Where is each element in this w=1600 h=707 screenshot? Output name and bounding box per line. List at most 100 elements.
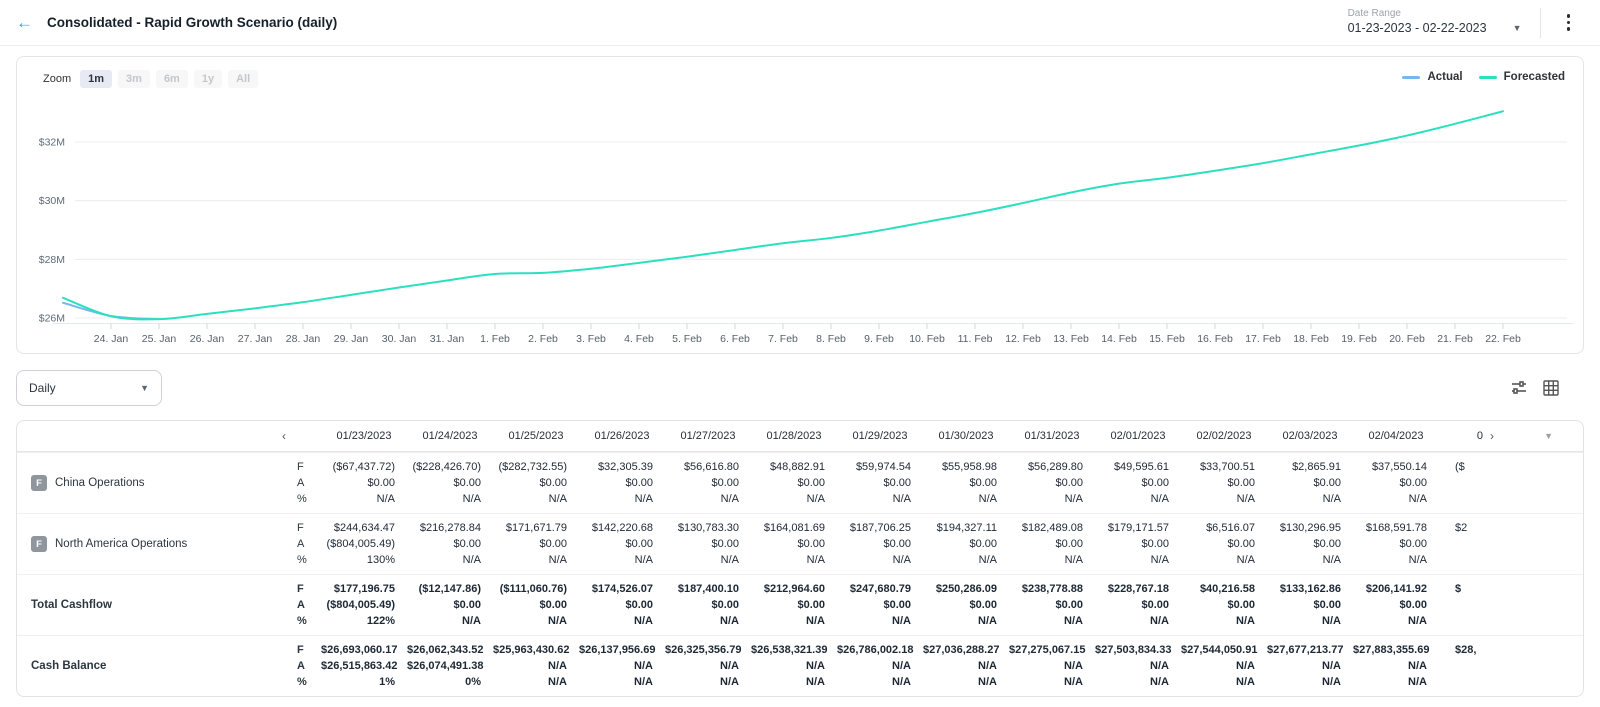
table-row: F China Operations F A% ($67,437.72) $0.00 N/A… xyxy=(17,452,1583,513)
value-cell: $164,081.69 $0.00 N/A xyxy=(763,522,825,566)
svg-text:11. Feb: 11. Feb xyxy=(958,333,993,345)
column-header: 02/01/2023 xyxy=(1110,430,1166,442)
value-cell: $206,141.92 $0.00 N/A xyxy=(1365,583,1427,627)
svg-text:4. Feb: 4. Feb xyxy=(624,333,654,345)
kebab-menu-icon[interactable] xyxy=(1559,10,1579,35)
table-row: F North America Operations F A% $244,634.47(… xyxy=(17,513,1583,574)
table-row: Total Cashflow F A% $177,196.75 ($804,005.49… xyxy=(17,574,1583,635)
value-cell: $130,783.30 $0.00 N/A xyxy=(677,522,739,566)
table-toolbar: Daily ▼ xyxy=(16,370,1584,406)
legend-label: Forecasted xyxy=(1503,71,1565,83)
subrow-labels: F A% xyxy=(297,522,307,566)
value-cell: ($12,147.86) $0.00 N/A xyxy=(418,583,481,627)
value-cell: $244,634.47 ($804,005.49) 130% xyxy=(326,522,396,566)
value-cell: $48,882.91 $0.00 N/A xyxy=(769,461,825,505)
value-cell-truncated: $28, xyxy=(1455,644,1477,656)
svg-text:27. Jan: 27. Jan xyxy=(238,333,273,345)
subrow-labels: F A% xyxy=(297,583,307,627)
column-menu-caret-icon[interactable]: ▼ xyxy=(1544,431,1553,441)
zoom-button-3m[interactable]: 3m xyxy=(118,70,150,88)
value-cell: ($67,437.72) $0.00 N/A xyxy=(332,461,395,505)
svg-text:1. Feb: 1. Feb xyxy=(480,333,510,345)
chart-zoom-controls: Zoom 1m 3m 6m 1y All xyxy=(43,70,259,88)
zoom-button-all[interactable]: All xyxy=(228,70,259,88)
period-select[interactable]: Daily ▼ xyxy=(16,370,162,406)
zoom-button-1m[interactable]: 1m xyxy=(80,70,113,88)
zoom-label: Zoom xyxy=(43,73,72,85)
value-cell: $187,400.10 $0.00 N/A xyxy=(677,583,739,627)
row-label: F China Operations xyxy=(17,459,297,507)
value-cell: $130,296.95 $0.00 N/A xyxy=(1279,522,1341,566)
svg-text:21. Feb: 21. Feb xyxy=(1437,333,1473,345)
column-header: 02/02/2023 xyxy=(1196,430,1252,442)
value-cell: $228,767.18 $0.00 N/A xyxy=(1107,583,1169,627)
value-cell: $56,289.80 $0.00 N/A xyxy=(1027,461,1083,505)
value-cell: $247,680.79 $0.00 N/A xyxy=(849,583,911,627)
value-cell: $27,544,050.91 N/A N/A xyxy=(1181,644,1258,688)
legend-item-forecasted[interactable]: Forecasted xyxy=(1478,71,1565,83)
svg-text:26. Jan: 26. Jan xyxy=(190,333,225,345)
legend-item-actual[interactable]: Actual xyxy=(1402,71,1463,83)
zoom-button-1y[interactable]: 1y xyxy=(193,70,223,88)
cashflow-table: ‹ 01/23/2023 01/24/2023 01/25/2023 01/26/202… xyxy=(16,420,1584,697)
svg-text:8. Feb: 8. Feb xyxy=(816,333,846,345)
row-label: Total Cashflow xyxy=(31,599,112,611)
value-cell: $27,275,067.15 N/A N/A xyxy=(1009,644,1086,688)
svg-text:25. Jan: 25. Jan xyxy=(142,333,177,345)
value-cell: $174,526.07 $0.00 N/A xyxy=(591,583,653,627)
column-header: 02/04/2023 xyxy=(1368,430,1424,442)
value-cell: $32,305.39 $0.00 N/A xyxy=(597,461,653,505)
value-cell: $37,550.14 $0.00 N/A xyxy=(1371,461,1427,505)
svg-text:10. Feb: 10. Feb xyxy=(909,333,945,345)
value-cell: $26,538,321.39 N/A N/A xyxy=(751,644,828,688)
row-label: Cash Balance xyxy=(31,660,107,672)
svg-text:22. Feb: 22. Feb xyxy=(1485,333,1521,345)
value-cell: $27,503,834.33 N/A N/A xyxy=(1095,644,1172,688)
svg-text:2. Feb: 2. Feb xyxy=(528,333,558,345)
value-cell: $27,677,213.77 N/A N/A xyxy=(1267,644,1344,688)
svg-text:16. Feb: 16. Feb xyxy=(1197,333,1233,345)
svg-text:7. Feb: 7. Feb xyxy=(768,333,798,345)
column-header: 01/31/2023 xyxy=(1024,430,1080,442)
column-header: 01/25/2023 xyxy=(508,430,564,442)
value-cell: $194,327.11 $0.00 N/A xyxy=(936,522,997,566)
cash-balance-line-chart[interactable]: $26M $28M $30M $32M 24. Jan 25. Jan 26. Jan 27.… xyxy=(17,57,1583,353)
svg-text:20. Feb: 20. Feb xyxy=(1389,333,1425,345)
value-cell: $55,958.98 $0.00 N/A xyxy=(941,461,997,505)
value-cell: $33,700.51 $0.00 N/A xyxy=(1199,461,1255,505)
value-cell: $133,162.86 $0.00 N/A xyxy=(1279,583,1341,627)
subrow-labels: F A% xyxy=(297,644,307,688)
value-cell: $216,278.84 $0.00 N/A xyxy=(419,522,481,566)
back-arrow-icon[interactable]: ← xyxy=(16,13,33,32)
svg-text:6. Feb: 6. Feb xyxy=(720,333,750,345)
value-cell: $56,616.80 $0.00 N/A xyxy=(683,461,739,505)
svg-text:5. Feb: 5. Feb xyxy=(672,333,702,345)
column-header: 01/28/2023 xyxy=(766,430,822,442)
top-bar: ← Consolidated - Rapid Growth Scenario (… xyxy=(0,0,1600,46)
chevron-down-icon: ▼ xyxy=(1512,23,1522,34)
date-range-value: 01-23-2023 - 02-22-2023 xyxy=(1347,20,1487,35)
value-cell: $238,778.88 $0.00 N/A xyxy=(1021,583,1083,627)
value-cell: ($111,060.76) $0.00 N/A xyxy=(499,583,567,627)
date-range-picker[interactable]: Date Range 01-23-2023 - 02-22-2023 ▼ xyxy=(1348,8,1522,36)
value-cell: $177,196.75 ($804,005.49) 122% xyxy=(326,583,396,627)
chevron-right-icon[interactable]: › xyxy=(1490,429,1494,443)
value-cell: $49,595.61 $0.00 N/A xyxy=(1113,461,1169,505)
cash-balance-chart-card: Zoom 1m 3m 6m 1y All Actual Forecasted $26M $2… xyxy=(16,56,1584,354)
svg-text:30. Jan: 30. Jan xyxy=(382,333,417,345)
chevron-left-icon[interactable]: ‹ xyxy=(282,429,286,443)
svg-text:24. Jan: 24. Jan xyxy=(94,333,129,345)
series-line-forecasted xyxy=(62,110,1504,321)
tune-icon[interactable] xyxy=(1510,379,1528,397)
value-cell: $187,706.25 $0.00 N/A xyxy=(849,522,911,566)
table-header-row: ‹ 01/23/2023 01/24/2023 01/25/2023 01/26/202… xyxy=(17,421,1583,452)
grid-icon[interactable] xyxy=(1542,379,1560,397)
svg-text:19. Feb: 19. Feb xyxy=(1341,333,1377,345)
value-cell: $168,591.78 $0.00 N/A xyxy=(1365,522,1427,566)
chart-legend: Actual Forecasted xyxy=(1402,71,1565,83)
legend-swatch xyxy=(1402,75,1421,79)
svg-text:28. Jan: 28. Jan xyxy=(286,333,321,345)
svg-text:$26M: $26M xyxy=(39,313,65,325)
zoom-button-6m[interactable]: 6m xyxy=(155,70,188,88)
svg-text:17. Feb: 17. Feb xyxy=(1245,333,1281,345)
